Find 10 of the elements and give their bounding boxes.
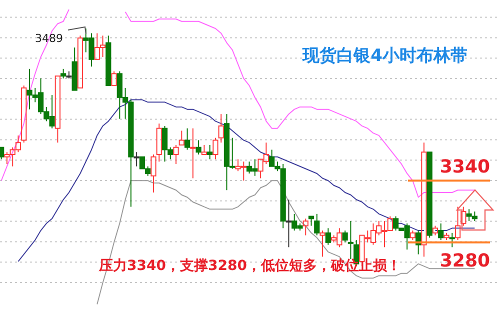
candlestick bbox=[134, 152, 140, 167]
candlestick bbox=[190, 128, 196, 179]
annotation: 3340 bbox=[440, 156, 490, 178]
candlestick bbox=[348, 220, 354, 260]
text: 现货白银4小时布林带 bbox=[302, 46, 468, 66]
candlestick bbox=[421, 142, 427, 258]
candlestick bbox=[286, 199, 292, 248]
annotation: 压力3340，支撑3280，低位短多，破位止损！ bbox=[98, 258, 401, 274]
candlestick bbox=[156, 123, 162, 162]
annotation: 3280 bbox=[440, 250, 490, 272]
